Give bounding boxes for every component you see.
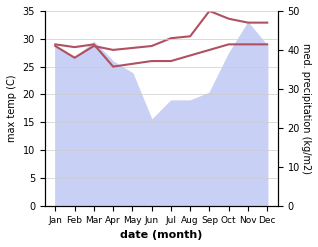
Y-axis label: med. precipitation (kg/m2): med. precipitation (kg/m2) [301, 43, 311, 174]
Y-axis label: max temp (C): max temp (C) [7, 75, 17, 142]
X-axis label: date (month): date (month) [120, 230, 203, 240]
